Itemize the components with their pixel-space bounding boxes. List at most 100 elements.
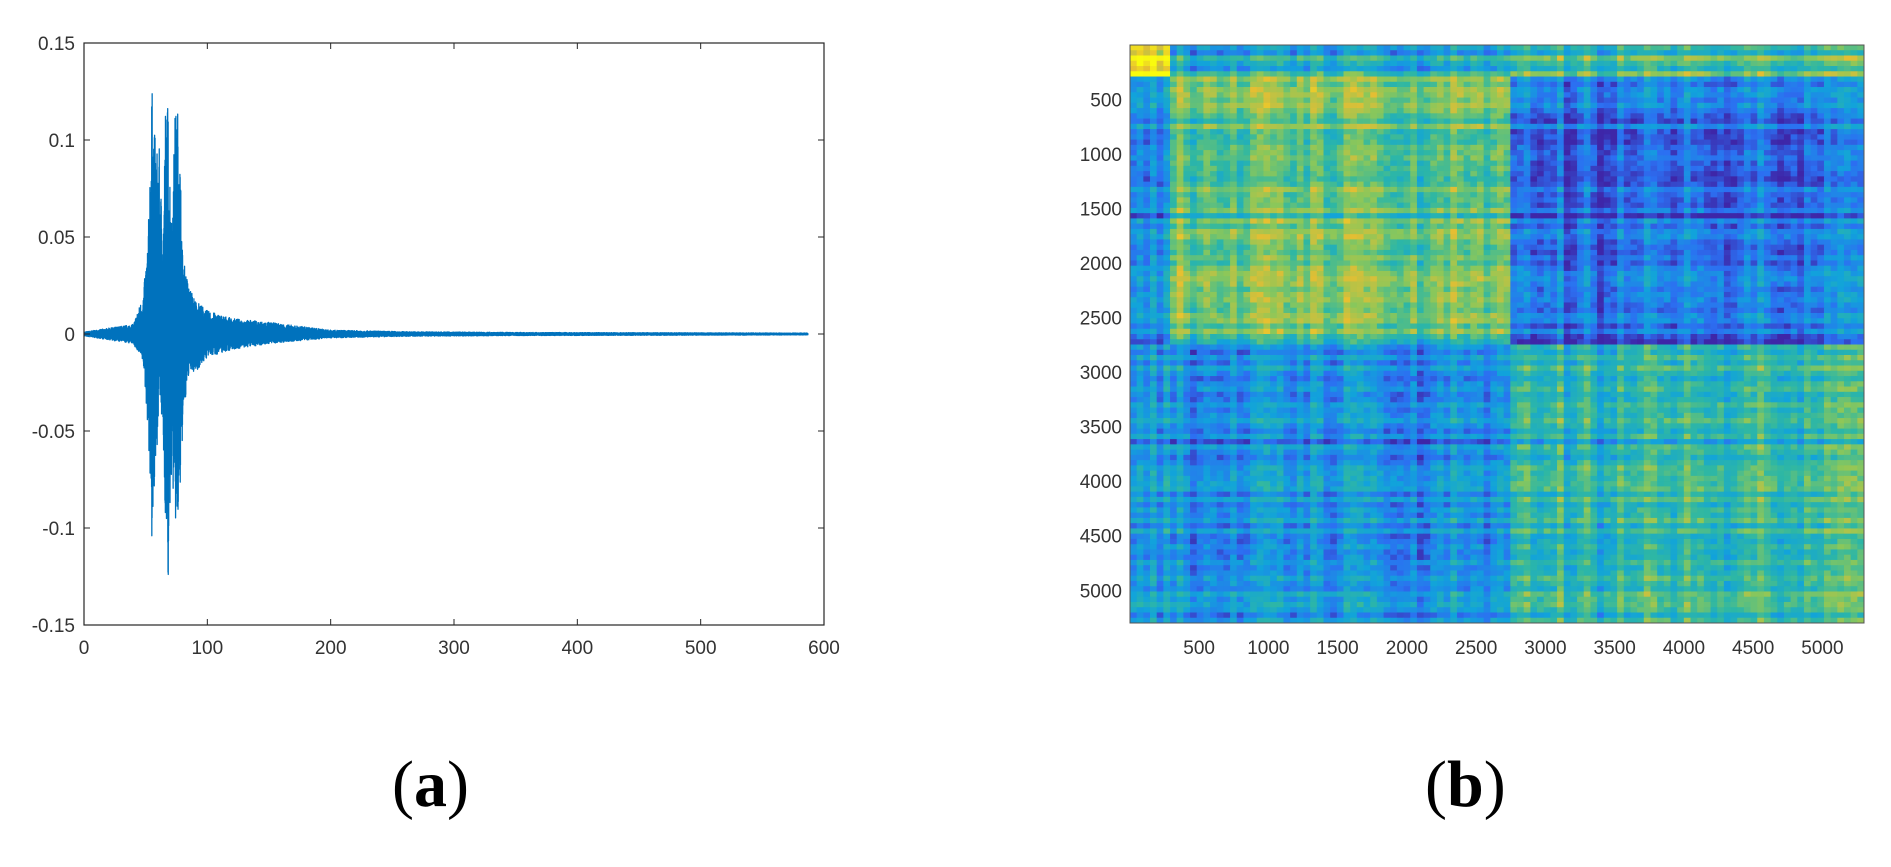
heatmap-cell <box>1236 129 1244 135</box>
heatmap-cell <box>1857 102 1865 109</box>
heatmap-cell <box>1416 165 1424 172</box>
heatmap-cell <box>1743 165 1751 172</box>
heatmap-cell <box>1790 55 1798 62</box>
heatmap-cell <box>1623 81 1631 88</box>
heatmap-cell <box>1230 87 1238 93</box>
heatmap-cell <box>1436 71 1445 77</box>
heatmap-cell <box>1830 55 1838 62</box>
heatmap-cell <box>1483 197 1491 204</box>
heatmap-cell <box>1517 181 1525 188</box>
heatmap-cell <box>1243 239 1251 246</box>
heatmap-cell <box>1196 160 1204 167</box>
heatmap-cell <box>1630 92 1638 98</box>
heatmap-cell <box>1690 181 1698 188</box>
heatmap-cell <box>1843 118 1852 125</box>
heatmap-cell <box>1650 197 1658 204</box>
heatmap-cell <box>1403 108 1411 114</box>
heatmap-cell <box>1203 66 1211 72</box>
heatmap-cell <box>1677 276 1685 282</box>
heatmap-cell <box>1510 171 1518 177</box>
heatmap-cell <box>1757 76 1765 83</box>
heatmap-cell <box>1803 176 1812 183</box>
heatmap-cell <box>1250 144 1258 151</box>
heatmap-cell <box>1303 197 1311 204</box>
heatmap-cell <box>1770 118 1778 125</box>
heatmap-cell <box>1156 192 1164 198</box>
heatmap-cell <box>1303 244 1311 251</box>
heatmap-cell <box>1483 81 1491 88</box>
heatmap-cell <box>1416 71 1424 77</box>
heatmap-cell <box>1276 113 1284 119</box>
heatmap-cell <box>1610 60 1618 67</box>
heatmap-cell <box>1436 228 1445 235</box>
heatmap-cell <box>1263 50 1271 56</box>
heatmap-cell <box>1370 213 1378 219</box>
heatmap-cell <box>1810 150 1818 156</box>
heatmap-cell <box>1136 92 1144 98</box>
heatmap-cell <box>1703 60 1711 67</box>
heatmap-cell <box>1310 113 1318 119</box>
heatmap-cell <box>1850 165 1858 172</box>
heatmap-cell <box>1156 276 1164 282</box>
heatmap-cell <box>1850 87 1858 93</box>
heatmap-cell <box>1143 239 1151 246</box>
heatmap-cell <box>1717 50 1725 56</box>
heatmap-cell <box>1830 102 1838 109</box>
heatmap-cell <box>1476 97 1485 104</box>
heatmap-cell <box>1743 113 1751 119</box>
heatmap-cell <box>1850 223 1858 230</box>
heatmap-cell <box>1270 113 1278 119</box>
heatmap-cell <box>1470 97 1478 104</box>
heatmap-cell <box>1797 186 1805 193</box>
heatmap-cell <box>1236 108 1244 114</box>
heatmap-cell <box>1717 108 1725 114</box>
heatmap-cell <box>1290 150 1298 156</box>
heatmap-cell <box>1777 186 1785 193</box>
heatmap-cell <box>1763 108 1771 114</box>
heatmap-cell <box>1356 150 1364 156</box>
heatmap-cell <box>1416 155 1424 161</box>
heatmap-cell <box>1783 45 1791 51</box>
heatmap-cell <box>1810 108 1818 114</box>
heatmap-cell <box>1637 228 1645 235</box>
heatmap-cell <box>1777 113 1785 119</box>
heatmap-cell <box>1343 276 1351 282</box>
heatmap-cell <box>1543 45 1551 51</box>
heatmap-cell <box>1403 213 1411 219</box>
heatmap-cell <box>1537 249 1545 256</box>
heatmap-cell <box>1630 213 1638 219</box>
heatmap-cell <box>1603 45 1611 51</box>
heatmap-cell <box>1210 270 1218 277</box>
heatmap-cell <box>1750 129 1758 135</box>
heatmap-cell <box>1290 255 1298 261</box>
heatmap-cell <box>1630 181 1638 188</box>
heatmap-cell <box>1130 255 1138 261</box>
heatmap-cell <box>1436 207 1445 214</box>
heatmap-cell <box>1376 97 1384 104</box>
heatmap-cell <box>1623 197 1631 204</box>
heatmap-cell <box>1183 165 1191 172</box>
heatmap-cell <box>1456 139 1465 146</box>
heatmap-cell <box>1190 92 1198 98</box>
heatmap-cell <box>1196 270 1204 277</box>
heatmap-cell <box>1330 186 1338 193</box>
heatmap-cell <box>1610 181 1618 188</box>
heatmap-cell <box>1610 76 1618 83</box>
heatmap-cell <box>1517 223 1525 230</box>
heatmap-cell <box>1336 165 1344 172</box>
heatmap-cell <box>1476 113 1485 119</box>
heatmap-cell <box>1570 45 1578 51</box>
heatmap-cell <box>1517 202 1525 209</box>
heatmap-cell <box>1790 213 1798 219</box>
heatmap-cell <box>1583 213 1591 219</box>
heatmap-cell <box>1603 113 1611 119</box>
heatmap-cell <box>1550 171 1558 177</box>
heatmap-cell <box>1523 197 1531 204</box>
heatmap-cell <box>1630 244 1638 251</box>
heatmap-cell <box>1537 176 1545 183</box>
heatmap-cell <box>1697 66 1705 72</box>
heatmap-cell <box>1250 197 1258 204</box>
heatmap-cell <box>1143 176 1151 183</box>
heatmap-cell <box>1263 55 1271 62</box>
heatmap-cell <box>1383 218 1391 225</box>
